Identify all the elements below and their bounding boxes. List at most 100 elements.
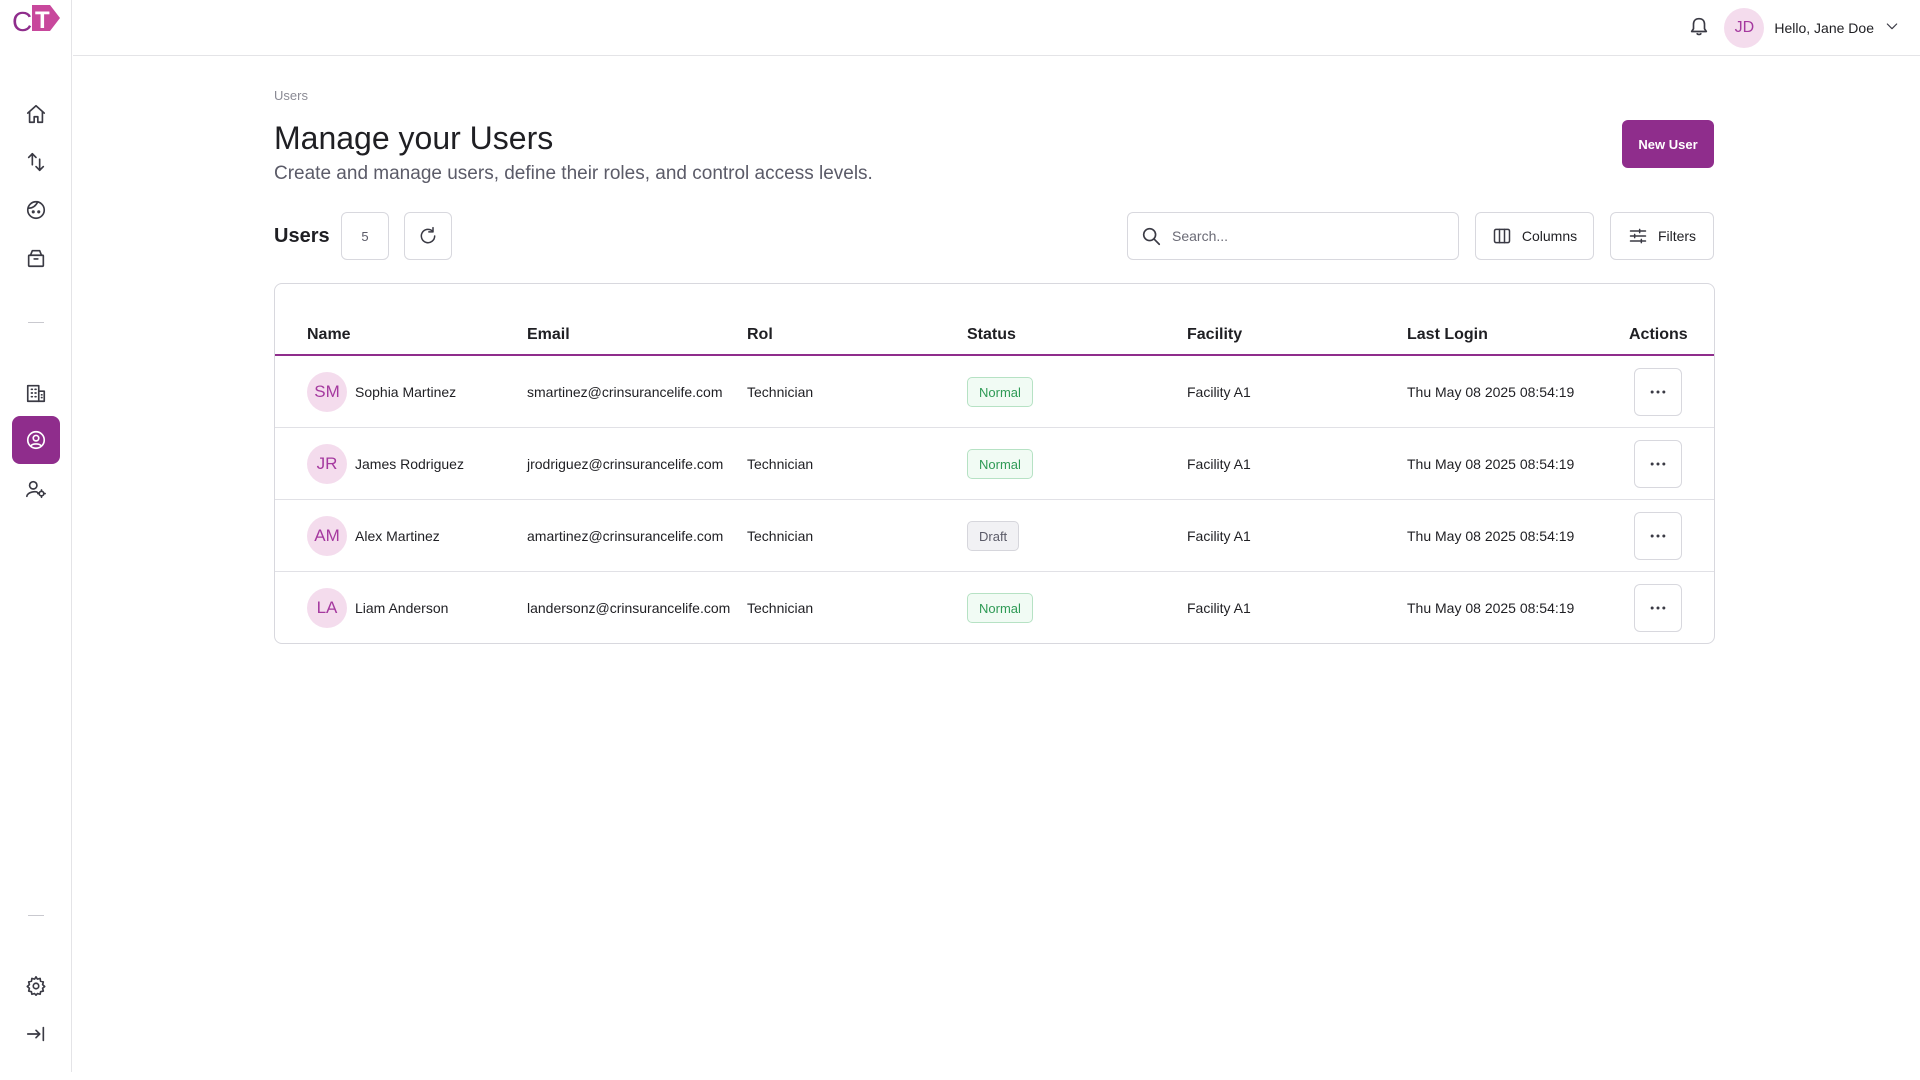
- more-horizontal-icon: [1650, 462, 1666, 466]
- actions-cell: [1634, 500, 1682, 572]
- row-actions-button[interactable]: [1634, 440, 1682, 488]
- user-name: James Rodriguez: [355, 456, 464, 472]
- search-input[interactable]: [1172, 228, 1442, 244]
- user-last-login: Thu May 08 2025 08:54:19: [1407, 384, 1575, 400]
- table-row[interactable]: AM Alex Martinez amartinez@crinsuranceli…: [275, 500, 1714, 572]
- user-last-login: Thu May 08 2025 08:54:19: [1407, 456, 1575, 472]
- filters-label: Filters: [1657, 228, 1697, 244]
- sidebar-divider-bottom: [28, 915, 44, 916]
- columns-button[interactable]: Columns: [1475, 212, 1594, 260]
- status-badge: Normal: [967, 449, 1033, 479]
- top-header: JD Hello, Jane Doe: [73, 0, 1920, 56]
- table-header: Name Email Rol Status Facility Last Logi…: [275, 284, 1714, 356]
- archive-box-icon: [27, 249, 45, 268]
- user-circle-icon: [26, 430, 46, 450]
- more-horizontal-icon: [1650, 534, 1666, 538]
- row-actions-button[interactable]: [1634, 584, 1682, 632]
- user-rol: Technician: [747, 456, 814, 472]
- table-row[interactable]: SM Sophia Martinez smartinez@crinsurance…: [275, 356, 1714, 428]
- sidebar-divider: [28, 322, 44, 323]
- search-icon: [1142, 227, 1161, 246]
- columns-label: Columns: [1521, 228, 1578, 244]
- column-header-name[interactable]: Name: [307, 326, 351, 343]
- refresh-icon: [420, 226, 436, 244]
- column-header-rol[interactable]: Rol: [747, 326, 773, 343]
- user-email: smartinez@crinsurancelife.com: [527, 384, 723, 400]
- sidebar-item-users[interactable]: [12, 416, 60, 464]
- sidebar-item-home[interactable]: [12, 90, 60, 138]
- greeting-text: Hello, Jane Doe: [1774, 20, 1874, 36]
- home-icon: [26, 104, 46, 124]
- bell-icon: [1690, 17, 1708, 36]
- status-badge: Normal: [967, 377, 1033, 407]
- avatar: AM: [307, 516, 347, 556]
- filters-button[interactable]: Filters: [1610, 212, 1714, 260]
- column-header-actions: Actions: [1629, 326, 1688, 343]
- user-settings-icon: [26, 480, 46, 499]
- transfer-arrows-icon: [27, 152, 45, 172]
- status-badge: Normal: [967, 593, 1033, 623]
- logo-letter-t: T: [35, 7, 50, 34]
- sidebar-item-transfers[interactable]: [12, 138, 60, 186]
- status-cell: Normal: [967, 572, 1033, 643]
- user-facility: Facility A1: [1187, 384, 1251, 400]
- columns-icon: [1493, 228, 1511, 244]
- status-cell: Normal: [967, 428, 1033, 500]
- sidebar-item-buildings[interactable]: [12, 369, 60, 417]
- user-name: Sophia Martinez: [355, 384, 457, 400]
- sidebar: C T: [0, 0, 72, 1072]
- row-actions-button[interactable]: [1634, 368, 1682, 416]
- new-user-button[interactable]: New User: [1622, 120, 1714, 168]
- chevron-down-icon: [1884, 18, 1900, 39]
- search-field[interactable]: [1127, 212, 1459, 260]
- column-header-status[interactable]: Status: [967, 326, 1016, 343]
- column-header-email[interactable]: Email: [527, 326, 570, 343]
- table-row[interactable]: JR James Rodriguez jrodriguez@crinsuranc…: [275, 428, 1714, 500]
- sidebar-collapse-button[interactable]: [12, 1010, 60, 1058]
- user-name-cell: SM Sophia Martinez: [307, 356, 456, 428]
- user-name-cell: AM Alex Martinez: [307, 500, 440, 572]
- user-name: Liam Anderson: [355, 600, 449, 616]
- user-name-cell: LA Liam Anderson: [307, 572, 449, 643]
- app-logo[interactable]: C T: [10, 2, 62, 37]
- user-name: Alex Martinez: [355, 528, 440, 544]
- user-rol: Technician: [747, 528, 814, 544]
- status-cell: Normal: [967, 356, 1033, 428]
- more-horizontal-icon: [1650, 390, 1666, 394]
- sliders-icon: [1629, 228, 1647, 244]
- avatar: JD: [1724, 8, 1765, 48]
- sidebar-item-archive[interactable]: [12, 234, 60, 282]
- avatar: SM: [307, 372, 347, 412]
- face-icon: [26, 200, 46, 220]
- actions-cell: [1634, 428, 1682, 500]
- user-last-login: Thu May 08 2025 08:54:19: [1407, 528, 1575, 544]
- row-actions-button[interactable]: [1634, 512, 1682, 560]
- sidebar-item-face[interactable]: [12, 186, 60, 234]
- column-header-facility[interactable]: Facility: [1187, 326, 1243, 343]
- user-rol: Technician: [747, 600, 814, 616]
- collapse-arrow-icon: [26, 1026, 45, 1042]
- building-icon: [26, 384, 46, 403]
- page-title: Manage your Users: [274, 120, 554, 156]
- sidebar-item-user-settings[interactable]: [12, 465, 60, 513]
- avatar: LA: [307, 588, 347, 628]
- page-subtitle: Create and manage users, define their ro…: [274, 163, 873, 184]
- user-facility: Facility A1: [1187, 456, 1251, 472]
- refresh-button[interactable]: [404, 212, 452, 260]
- table-row[interactable]: LA Liam Anderson landersonz@crinsurancel…: [275, 572, 1714, 643]
- user-last-login: Thu May 08 2025 08:54:19: [1407, 600, 1575, 616]
- user-rol: Technician: [747, 384, 814, 400]
- user-facility: Facility A1: [1187, 528, 1251, 544]
- user-menu[interactable]: JD Hello, Jane Doe: [1724, 8, 1900, 48]
- user-email: amartinez@crinsurancelife.com: [527, 528, 724, 544]
- sidebar-item-settings[interactable]: [12, 962, 60, 1010]
- notifications-button[interactable]: [1688, 15, 1714, 41]
- gear-icon: [26, 976, 46, 996]
- user-email: jrodriguez@crinsurancelife.com: [527, 456, 724, 472]
- more-horizontal-icon: [1650, 606, 1666, 610]
- breadcrumb[interactable]: Users: [274, 88, 308, 103]
- actions-cell: [1634, 572, 1682, 643]
- user-email: landersonz@crinsurancelife.com: [527, 600, 731, 616]
- users-table: Name Email Rol Status Facility Last Logi…: [274, 283, 1715, 644]
- column-header-last-login[interactable]: Last Login: [1407, 326, 1488, 343]
